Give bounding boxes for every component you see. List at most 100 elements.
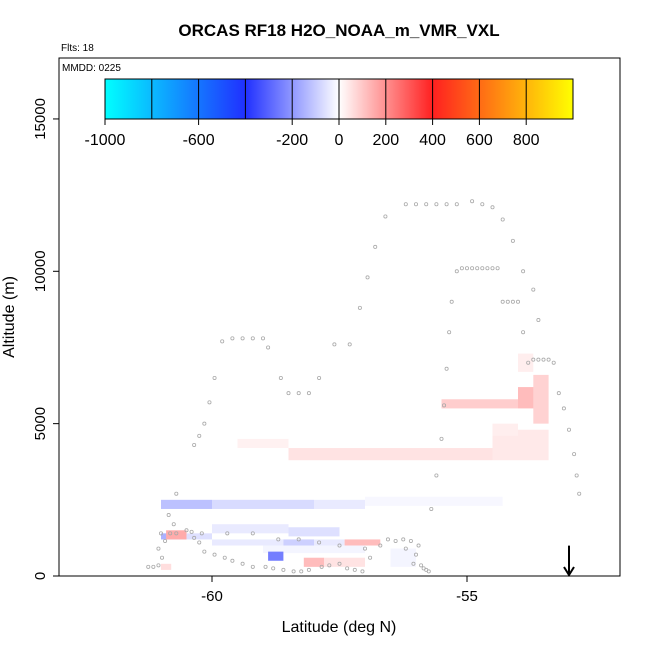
track-point xyxy=(199,531,204,536)
track-point xyxy=(459,266,464,271)
heatmap-cell xyxy=(314,539,345,546)
track-point xyxy=(454,269,459,274)
track-point xyxy=(347,342,352,347)
track-point xyxy=(192,442,197,447)
track-point xyxy=(426,569,431,574)
track-point xyxy=(401,537,406,542)
track-point xyxy=(163,538,168,543)
chart-title: ORCAS RF18 H2O_NOAA_m_VMR_VXL xyxy=(178,21,499,40)
track-point xyxy=(505,299,510,304)
colorbar-labels: -1000 -600 -200 0 200 400 600 800 xyxy=(85,119,540,149)
track-point xyxy=(202,421,207,426)
data-cells xyxy=(161,353,549,570)
heatmap-cell xyxy=(212,539,284,546)
track-point xyxy=(490,266,495,271)
track-point xyxy=(577,491,582,496)
track-point xyxy=(184,528,189,533)
track-point xyxy=(197,540,202,545)
heatmap-cell xyxy=(263,545,365,554)
position-arrow xyxy=(563,545,575,577)
track-point xyxy=(337,543,342,548)
track-point xyxy=(212,375,217,380)
track-point xyxy=(411,561,416,566)
arrow-head xyxy=(563,566,575,577)
track-point xyxy=(424,202,429,207)
track-point xyxy=(439,436,444,441)
x-axis: -60 -55 xyxy=(201,576,478,605)
track-point xyxy=(276,537,281,542)
heatmap-cell xyxy=(186,533,212,540)
track-point xyxy=(521,330,526,335)
track-point xyxy=(197,433,202,438)
date-label: MMDD: 0225 xyxy=(62,63,121,74)
track-point xyxy=(416,543,421,548)
track-point xyxy=(281,567,286,572)
track-point xyxy=(156,546,161,551)
track-point xyxy=(475,266,480,271)
track-point xyxy=(296,391,301,396)
track-point xyxy=(160,555,165,560)
y-tick-label: 15000 xyxy=(32,98,49,140)
colorbar-dividers xyxy=(151,79,527,119)
track-point xyxy=(444,202,449,207)
heatmap-cell xyxy=(324,557,365,567)
track-point xyxy=(567,427,572,432)
track-point xyxy=(444,366,449,371)
heatmap-cell xyxy=(161,563,172,570)
track-point xyxy=(403,202,408,207)
track-point xyxy=(189,529,194,534)
track-point xyxy=(470,266,475,271)
track-point xyxy=(174,531,179,536)
track-point xyxy=(230,336,235,341)
track-point xyxy=(490,205,495,210)
track-point xyxy=(299,569,304,574)
track-point xyxy=(531,287,536,292)
track-point xyxy=(306,391,311,396)
track-point xyxy=(337,561,342,566)
heatmap-cell xyxy=(365,496,503,506)
track-point xyxy=(546,357,551,362)
y-tick-label: 10000 xyxy=(32,250,49,292)
track-point xyxy=(202,549,207,554)
colorbar-tick-label: 800 xyxy=(513,132,540,149)
heatmap-cell xyxy=(212,499,314,509)
colorbar-tick-label: 0 xyxy=(335,132,344,149)
colorbar-tick-label: -1000 xyxy=(85,132,126,149)
heatmap-cell xyxy=(303,557,325,567)
colorbar-tick-label: 600 xyxy=(466,132,493,149)
track-point xyxy=(345,566,350,571)
track-point xyxy=(510,299,515,304)
track-point xyxy=(240,336,245,341)
track-point xyxy=(362,546,367,551)
track-point xyxy=(291,569,296,574)
track-point xyxy=(454,202,459,207)
colorbar-tick-label: -200 xyxy=(276,132,308,149)
heatmap-cell xyxy=(283,539,314,546)
track-point xyxy=(378,543,383,548)
heatmap-cell xyxy=(441,399,518,409)
track-point xyxy=(572,452,577,457)
x-tick-label: -55 xyxy=(456,588,478,605)
track-point xyxy=(327,563,332,568)
track-point xyxy=(222,555,227,560)
track-point xyxy=(250,531,255,536)
track-point xyxy=(447,330,452,335)
track-point xyxy=(470,199,475,204)
track-point xyxy=(536,318,541,323)
track-point xyxy=(271,566,276,571)
track-point xyxy=(480,266,485,271)
track-point xyxy=(319,564,324,569)
heatmap-cell xyxy=(268,551,284,561)
track-point xyxy=(212,552,217,557)
track-point xyxy=(480,202,485,207)
track-point xyxy=(146,564,151,569)
track-point xyxy=(408,538,413,543)
track-point xyxy=(240,561,245,566)
track-point xyxy=(413,202,418,207)
track-point xyxy=(360,569,365,574)
track-point xyxy=(317,375,322,380)
track-point xyxy=(403,546,408,551)
y-tick-label: 5000 xyxy=(32,407,49,440)
track-point xyxy=(220,339,225,344)
